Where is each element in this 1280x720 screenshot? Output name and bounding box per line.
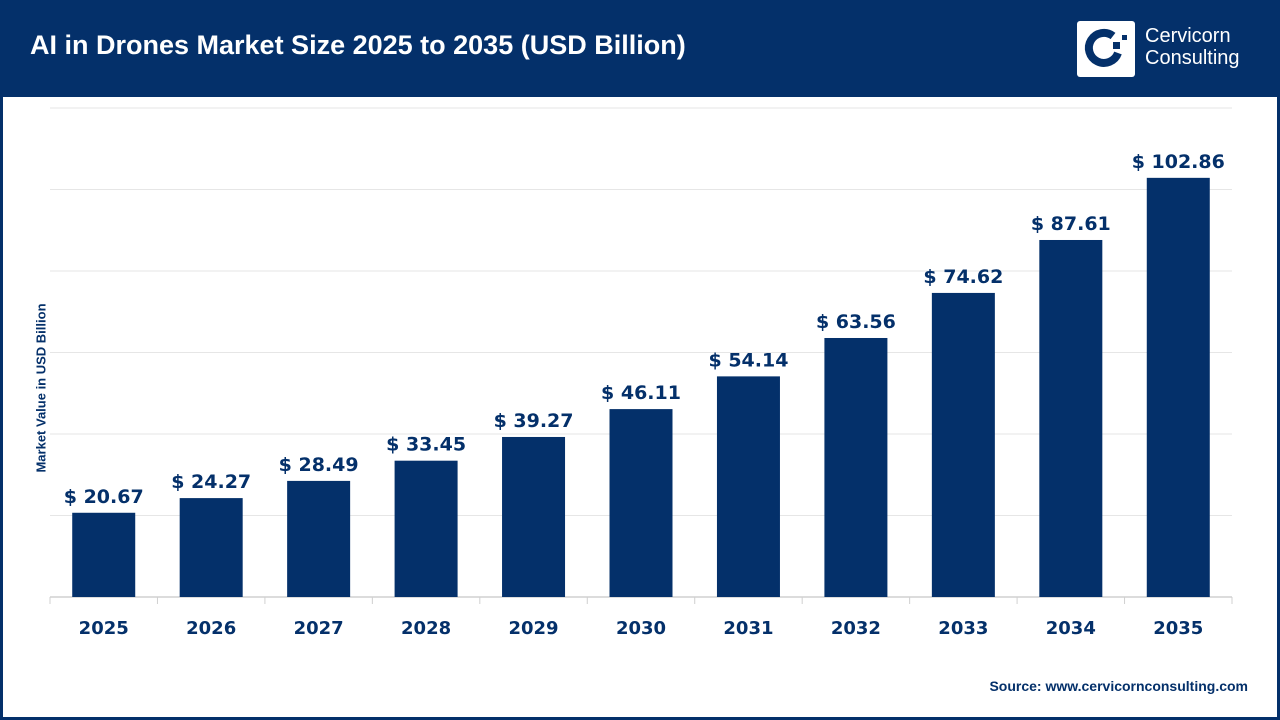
bar-2033 xyxy=(931,292,995,597)
source-text: Source: www.cervicornconsulting.com xyxy=(989,678,1248,694)
data-label: $ 74.62 xyxy=(923,266,1003,288)
bar-2034 xyxy=(1039,239,1103,597)
bar-2027 xyxy=(287,480,351,597)
data-label: $ 39.27 xyxy=(494,410,574,432)
bar-2026 xyxy=(179,498,243,597)
data-label: $ 20.67 xyxy=(64,486,144,508)
x-tick-label: 2026 xyxy=(186,618,236,639)
data-label: $ 28.49 xyxy=(279,454,359,476)
x-tick-label: 2025 xyxy=(79,618,129,639)
x-tick-label: 2027 xyxy=(294,618,344,639)
x-tick-label: 2030 xyxy=(616,618,666,639)
bar-2025 xyxy=(72,512,136,597)
brand-logo-text: Cervicorn Consulting xyxy=(1145,25,1240,69)
x-tick-label: 2034 xyxy=(1046,618,1096,639)
logo-line2: Consulting xyxy=(1145,47,1240,69)
bar-2029 xyxy=(502,436,566,597)
x-tick-label: 2031 xyxy=(723,618,773,639)
x-tick-label: 2032 xyxy=(831,618,881,639)
x-tick-label: 2029 xyxy=(508,618,558,639)
x-tick-label: 2028 xyxy=(401,618,451,639)
bar-2032 xyxy=(824,337,888,597)
data-label: $ 46.11 xyxy=(601,382,681,404)
header-bar: AI in Drones Market Size 2025 to 2035 (U… xyxy=(0,0,1280,97)
bar-2030 xyxy=(609,409,673,597)
x-tick-label: 2035 xyxy=(1153,618,1203,639)
bar-2028 xyxy=(394,460,458,597)
data-label: $ 54.14 xyxy=(708,349,788,371)
data-label: $ 87.61 xyxy=(1031,213,1111,235)
brand-logo-icon xyxy=(1077,21,1135,77)
data-label: $ 24.27 xyxy=(171,471,251,493)
bar-2035 xyxy=(1146,177,1210,597)
data-label: $ 102.86 xyxy=(1132,151,1225,173)
bar-2031 xyxy=(716,376,780,597)
logo-line1: Cervicorn xyxy=(1145,25,1231,47)
data-label: $ 33.45 xyxy=(386,434,466,456)
y-axis-label: Market Value in USD Billion xyxy=(33,303,49,473)
x-tick-label: 2033 xyxy=(938,618,988,639)
chart-title: AI in Drones Market Size 2025 to 2035 (U… xyxy=(30,30,686,60)
data-label: $ 63.56 xyxy=(816,311,896,333)
